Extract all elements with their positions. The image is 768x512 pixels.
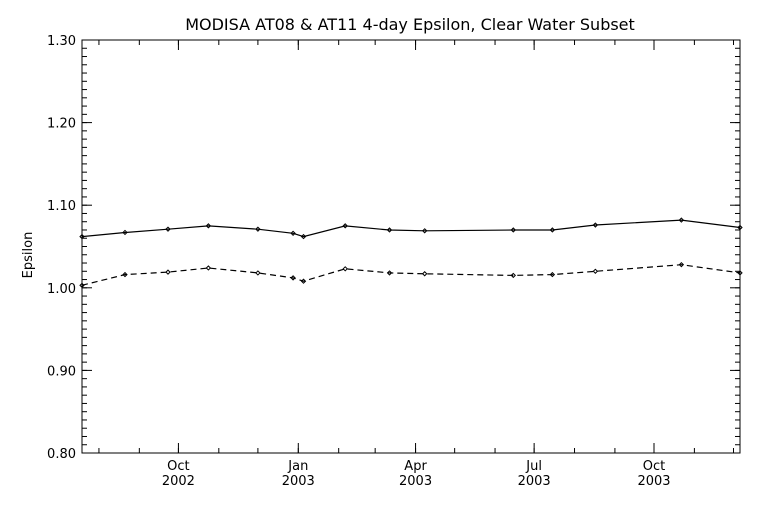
series-2-point [122,271,128,278]
x-tick-month-label: Apr [404,459,427,474]
x-tick-month-label: Oct [643,459,665,474]
series-1-point [421,228,428,234]
series-2-point [342,266,348,272]
series-1-point [737,224,743,231]
series-1-point [79,233,85,240]
y-axis-title: Epsilon [21,232,36,279]
y-tick-label: 1.20 [47,117,76,132]
series-2-point [79,282,85,289]
y-tick-label: 1.10 [47,199,76,214]
series-1-point [386,227,393,233]
series-2-point [255,270,261,276]
series-1-point [592,222,599,228]
series-1-point [205,223,212,229]
y-tick-labels: 0.80 0.90 1.00 1.10 1.20 1.30 [47,34,76,462]
y-tick-label: 0.80 [47,447,76,462]
x-tick-year-label: 2002 [162,474,195,489]
series-2-point [592,268,599,274]
series-2-point [290,275,296,281]
chart-title: MODISA AT08 & AT11 4-day Epsilon, Clear … [185,15,635,34]
series-2-point [549,271,556,278]
series-1-point [678,217,685,223]
y-tick-label: 0.90 [47,364,76,379]
x-tick-year-label: 2003 [399,474,432,489]
series-2-point [205,265,212,271]
x-tick-month-label: Jul [525,459,542,474]
series-1-point [255,226,261,232]
y-tick-label: 1.00 [47,282,76,297]
plot-frame [81,39,741,454]
series-2-point [386,270,393,276]
x-tick-month-label: Jan [287,459,308,474]
x-tick-year-label: 2003 [637,474,670,489]
series-2-point [737,270,743,276]
series-2-point [421,271,428,277]
series-2-point [165,269,171,275]
series-1-point [122,229,128,236]
series-1-point [300,233,307,240]
series-1-point [549,227,556,233]
y-tick-label: 1.30 [47,34,76,49]
series-2-point [300,278,307,284]
series-1-point [165,226,171,232]
x-tick-year-label: 2003 [518,474,551,489]
series-1-point [510,227,516,233]
series-line-2 [81,264,741,286]
series-line-1 [81,219,741,238]
x-tick-month-label: Oct [167,459,189,474]
series-layer [79,217,743,289]
series-2-point [678,261,685,268]
series-1-point [342,223,348,229]
series-1-point [290,230,296,236]
series-2-point [510,272,516,279]
axis-ticks [82,39,740,454]
x-tick-year-label: 2003 [282,474,315,489]
